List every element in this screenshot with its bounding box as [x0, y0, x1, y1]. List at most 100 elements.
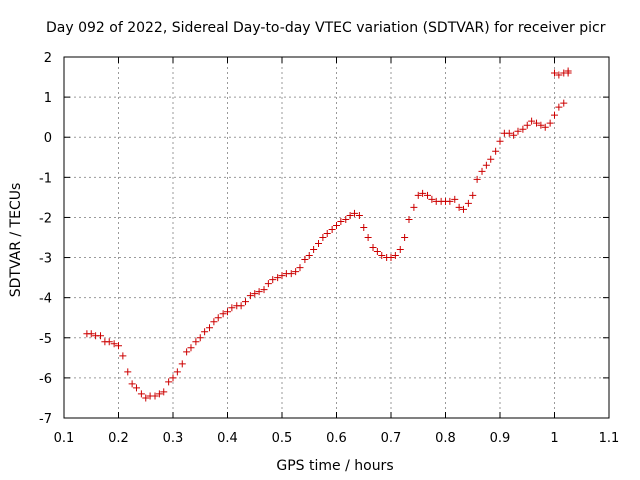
data-point: [201, 328, 209, 336]
data-point: [246, 292, 254, 300]
data-point: [405, 215, 413, 223]
x-tick-label: 0.7: [381, 431, 402, 446]
data-point: [269, 276, 277, 284]
data-point: [155, 390, 163, 398]
data-point: [428, 195, 436, 203]
data-point: [459, 205, 467, 213]
data-point: [251, 290, 259, 298]
data-point: [564, 67, 572, 75]
x-tick-label: 1.1: [599, 431, 620, 446]
x-tick-label: 0.1: [54, 431, 75, 446]
data-point: [315, 240, 323, 248]
data-point: [451, 195, 459, 203]
data-point: [551, 69, 558, 77]
data-point: [219, 310, 227, 318]
data-point: [387, 254, 395, 262]
data-point: [364, 234, 372, 241]
data-point: [274, 274, 282, 282]
data-point: [505, 129, 513, 137]
data-point: [224, 308, 231, 316]
data-point: [292, 268, 300, 276]
data-point: [160, 388, 168, 396]
y-tick-label: 1: [44, 91, 52, 106]
y-tick-label: -2: [39, 211, 52, 226]
data-point: [214, 314, 222, 322]
data-point: [473, 175, 481, 183]
data-point: [469, 191, 477, 199]
data-point: [237, 302, 245, 310]
y-tick-label: -3: [39, 252, 52, 267]
y-tick-label: 0: [44, 131, 52, 146]
data-point: [478, 167, 486, 175]
data-point: [555, 103, 563, 111]
data-point: [541, 123, 549, 131]
data-point: [519, 125, 527, 133]
data-point: [132, 384, 140, 392]
data-point: [446, 197, 454, 205]
x-tick-label: 0.3: [163, 431, 184, 446]
data-point: [396, 246, 404, 254]
data-point: [196, 334, 204, 342]
data-point: [228, 304, 236, 312]
data-point: [319, 234, 327, 241]
x-axis-label: GPS time / hours: [276, 458, 393, 474]
data-point: [546, 119, 554, 127]
data-point: [410, 203, 418, 211]
data-point: [337, 217, 345, 225]
data-point: [296, 264, 304, 272]
data-point: [287, 270, 295, 278]
data-point: [496, 137, 504, 145]
y-axis: 2 1 0 -1 -2 -3 -4 -5 -6 -7: [39, 51, 609, 427]
data-point: [560, 99, 568, 107]
data-point: [105, 338, 113, 346]
data-point: [514, 127, 522, 135]
data-point: [264, 280, 272, 288]
data-point: [464, 199, 472, 207]
y-tick-label: -1: [39, 171, 52, 186]
data-point: [87, 330, 95, 338]
data-point: [128, 380, 136, 388]
data-point: [482, 161, 490, 169]
x-tick-label: 0.4: [217, 431, 238, 446]
data-point: [346, 211, 354, 219]
data-point: [206, 324, 214, 332]
data-point: [510, 131, 518, 139]
data-point: [560, 69, 568, 77]
data-point: [119, 352, 127, 360]
data-point: [342, 215, 350, 223]
data-point: [210, 318, 218, 326]
data-point: [487, 155, 495, 163]
data-point: [323, 229, 331, 237]
data-point: [492, 147, 500, 155]
data-point: [241, 298, 249, 306]
data-point: [333, 221, 340, 229]
data-point: [137, 390, 145, 398]
data-point: [528, 117, 536, 125]
y-axis-label: SDTVAR / TECUs: [8, 183, 24, 298]
data-point: [255, 288, 263, 296]
data-point: [187, 344, 195, 352]
data-point: [355, 211, 363, 219]
data-point: [537, 121, 545, 129]
data-point: [424, 191, 432, 199]
data-point: [178, 360, 186, 368]
data-point: [391, 252, 399, 260]
x-tick-label: 0.9: [490, 431, 511, 446]
data-point: [192, 338, 200, 346]
x-tick-label: 0.8: [435, 431, 456, 446]
x-tick-label: 0.6: [326, 431, 347, 446]
y-tick-label: -7: [39, 412, 52, 427]
data-point: [260, 286, 268, 294]
grid: [64, 57, 609, 418]
data-point: [328, 225, 336, 233]
data-point: [419, 189, 427, 197]
data-point: [169, 374, 177, 382]
data-point: [455, 203, 463, 211]
y-tick-label: 2: [44, 51, 52, 66]
data-point: [115, 342, 122, 350]
data-point: [523, 121, 531, 129]
y-tick-label: -5: [39, 332, 52, 347]
data-point: [142, 394, 150, 402]
data-point: [373, 248, 381, 256]
